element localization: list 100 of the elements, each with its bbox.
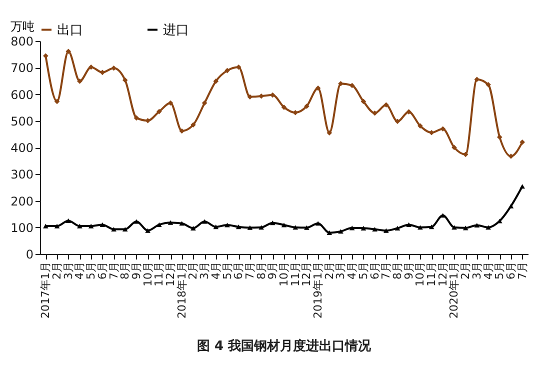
x-tick-label: 7月 bbox=[516, 262, 529, 280]
x-tick-label: 2017年1月 bbox=[39, 262, 52, 318]
point bbox=[315, 221, 321, 226]
point bbox=[292, 225, 298, 230]
point bbox=[452, 225, 457, 230]
x-tick-label: 6月 bbox=[504, 262, 518, 280]
point bbox=[270, 220, 276, 226]
x-tick-label: 12月 bbox=[436, 262, 450, 286]
point bbox=[156, 108, 162, 114]
x-tick-label: 10月 bbox=[414, 262, 427, 286]
y-tick-label: 300 bbox=[10, 168, 34, 182]
x-tick-label: 12月 bbox=[300, 262, 314, 286]
point bbox=[338, 229, 344, 234]
point bbox=[418, 123, 423, 129]
point bbox=[202, 100, 208, 106]
point bbox=[474, 76, 480, 82]
x-tick-label: 12月 bbox=[164, 262, 178, 286]
x-tick-label: 9月 bbox=[266, 262, 280, 280]
point bbox=[349, 82, 355, 88]
x-tick-label: 8月 bbox=[254, 262, 268, 280]
point bbox=[213, 78, 219, 84]
point bbox=[156, 222, 162, 228]
point bbox=[372, 226, 378, 232]
point bbox=[440, 126, 446, 132]
point bbox=[168, 100, 174, 106]
text: 图 4 我国钢材月度进出口情况 bbox=[196, 338, 372, 354]
point bbox=[315, 85, 321, 91]
point bbox=[462, 226, 468, 230]
point bbox=[304, 104, 310, 109]
point bbox=[122, 226, 128, 232]
point bbox=[406, 222, 412, 228]
y-tick-label: 200 bbox=[10, 194, 34, 208]
x-tick-label: 8月 bbox=[118, 262, 132, 280]
x-tick-label: 3月 bbox=[62, 262, 75, 280]
x-tick-label: 2019年1月 bbox=[312, 262, 325, 318]
point bbox=[372, 110, 378, 116]
point bbox=[520, 184, 525, 189]
point bbox=[349, 226, 355, 230]
x-tick-label: 3月 bbox=[334, 262, 348, 280]
y-tick-label: 500 bbox=[10, 114, 34, 128]
x-tick-label: 4月 bbox=[482, 262, 495, 280]
point bbox=[360, 226, 366, 230]
point bbox=[383, 102, 389, 108]
point bbox=[326, 130, 332, 136]
point bbox=[77, 224, 82, 228]
point bbox=[394, 226, 400, 230]
point bbox=[122, 77, 128, 83]
x-tick-label: 2月 bbox=[50, 262, 64, 280]
point bbox=[486, 225, 491, 230]
y-tick-label: 700 bbox=[10, 61, 34, 76]
point bbox=[134, 115, 140, 121]
point bbox=[54, 98, 60, 104]
point bbox=[66, 218, 72, 224]
point bbox=[428, 224, 434, 230]
point bbox=[520, 140, 525, 145]
point bbox=[145, 228, 150, 233]
x-tick-label: 9月 bbox=[402, 262, 416, 280]
y-tick-label: 600 bbox=[10, 88, 34, 102]
legend-label: 进口 bbox=[163, 22, 189, 38]
point bbox=[406, 109, 412, 114]
point bbox=[100, 222, 106, 228]
point bbox=[360, 98, 366, 104]
x-tick-label: 3月 bbox=[198, 262, 212, 280]
point bbox=[258, 93, 264, 99]
y-tick-label: 400 bbox=[10, 141, 34, 155]
x-tick-label: 4月 bbox=[73, 262, 86, 280]
y-axis-title: 万吨 bbox=[10, 20, 34, 34]
x-tick-label: 2月 bbox=[322, 262, 336, 280]
x-tick-label: 2018年1月 bbox=[175, 262, 188, 318]
x-tick-label: 11月 bbox=[152, 262, 166, 286]
x-tick-label: 6月 bbox=[96, 262, 109, 280]
x-tick-label: 2月 bbox=[186, 262, 200, 280]
point bbox=[134, 219, 140, 224]
x-tick-label: 5月 bbox=[84, 262, 98, 280]
y-tick-label: 100 bbox=[10, 220, 34, 235]
point bbox=[66, 48, 72, 54]
x-tick-label: 5月 bbox=[356, 262, 370, 280]
point bbox=[88, 64, 94, 70]
point bbox=[202, 219, 208, 224]
x-tick-label: 6月 bbox=[232, 262, 246, 280]
point bbox=[281, 222, 287, 228]
point bbox=[111, 226, 116, 232]
point bbox=[236, 224, 242, 230]
point bbox=[496, 134, 502, 140]
point bbox=[326, 230, 332, 235]
point bbox=[292, 110, 298, 116]
y-tick-label: 800 bbox=[10, 34, 34, 48]
point bbox=[77, 78, 82, 84]
point bbox=[270, 92, 276, 98]
point bbox=[224, 222, 230, 228]
point bbox=[100, 70, 106, 76]
x-tick-label: 7月 bbox=[380, 262, 393, 280]
point bbox=[190, 226, 196, 230]
x-tick-label: 8月 bbox=[390, 262, 404, 280]
point bbox=[88, 224, 94, 228]
point bbox=[383, 228, 389, 233]
x-tick-label: 3月 bbox=[470, 262, 484, 280]
point bbox=[213, 224, 219, 230]
point bbox=[428, 130, 434, 136]
point bbox=[43, 224, 48, 228]
